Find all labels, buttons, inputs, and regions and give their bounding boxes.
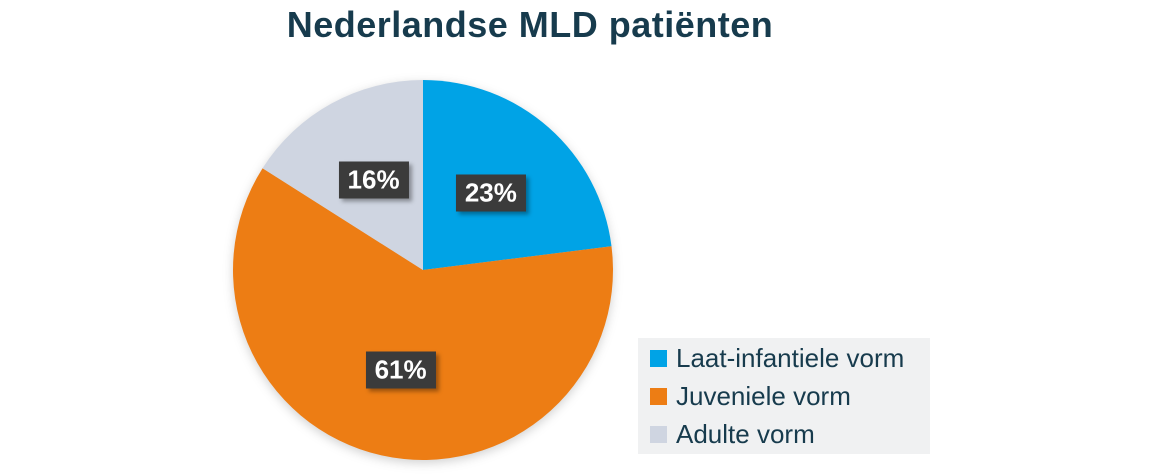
legend-item-laat-infantiele-vorm: Laat-infantiele vorm bbox=[650, 339, 930, 377]
legend-label: Adulte vorm bbox=[676, 419, 815, 449]
legend-label: Juveniele vorm bbox=[676, 381, 851, 411]
legend-item-adulte-vorm: Adulte vorm bbox=[650, 415, 930, 453]
legend-swatch-blue-icon bbox=[650, 349, 667, 367]
legend-swatch-orange-icon bbox=[650, 387, 667, 405]
legend: Laat-infantiele vorm Juveniele vorm Adul… bbox=[638, 338, 930, 454]
pie-svg bbox=[232, 80, 613, 461]
pie-slice-juveniele-vorm bbox=[232, 168, 613, 461]
legend-label: Laat-infantiele vorm bbox=[676, 343, 905, 373]
legend-item-juveniele-vorm: Juveniele vorm bbox=[650, 377, 930, 415]
chart-title: Nederlandse MLD patiënten bbox=[286, 4, 774, 45]
pie-chart bbox=[231, 78, 615, 462]
pie-slice-laat-infantiele-vorm bbox=[423, 80, 612, 270]
legend-swatch-gray-icon bbox=[650, 425, 667, 443]
